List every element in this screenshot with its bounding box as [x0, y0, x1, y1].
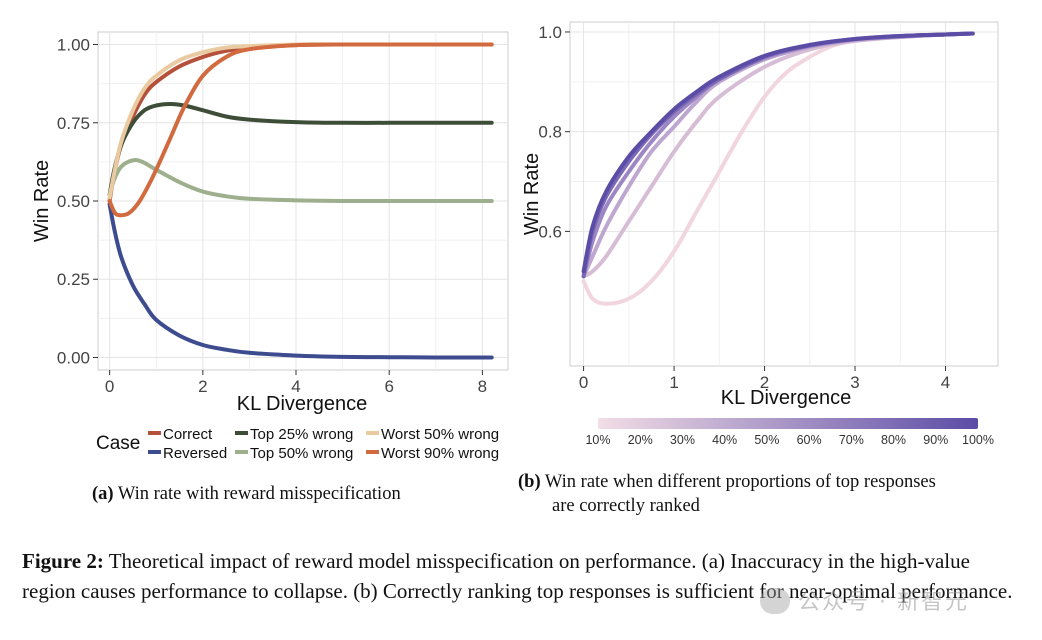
colorbar-labels: 10% 20% 30% 40% 50% 60% 70% 80% 90% 100% [585, 433, 994, 447]
panel-a-y-tick-label: 1.00 [57, 36, 90, 55]
legend-label-worst-90: Worst 90% wrong [381, 445, 499, 462]
colorbar-label: 70% [839, 433, 864, 447]
panel-b-x-tick-label: 1 [669, 373, 678, 392]
panel-a-x-tick-label: 6 [384, 377, 393, 396]
colorbar-label: 60% [797, 433, 822, 447]
panel-a-series-line-top-50-wrong [107, 157, 494, 204]
panel-b-x-tick-label: 2 [760, 373, 769, 392]
panel-b-series-line-100- [581, 31, 975, 274]
colorbar-label: 50% [754, 433, 779, 447]
subcaption-b-label: (b) [518, 472, 541, 492]
panel-b-gridlines [570, 22, 998, 366]
panel-b-y-tick-label: 0.6 [538, 222, 562, 241]
panel-b-x-tick-label: 3 [850, 373, 859, 392]
caption-label: Figure 2: [22, 549, 104, 573]
panel-a-y-tick-label: 0.75 [57, 114, 90, 133]
subcaption-a-label: (a) [92, 484, 114, 504]
watermark-text: 公众号 · 新智元 [798, 590, 969, 615]
panel-a-legend: Case Correct Reversed Top 25% wrong Top … [96, 426, 499, 462]
panel-a-y-tick-label: 0.50 [57, 192, 90, 211]
panel-a-x-axis-label: KL Divergence [237, 393, 367, 415]
subcaption-b-line1: Win rate when different proportions of t… [544, 472, 936, 492]
panel-a-y-axis-label: Win Rate [31, 160, 53, 242]
panel-b-chart: 0.6 0.8 1.0 0 1 2 3 4 KL Divergence Win Rate 1… [521, 21, 999, 447]
legend-label-top-25: Top 25% wrong [250, 426, 353, 443]
colorbar-label: 10% [585, 433, 610, 447]
panel-a-series [107, 42, 494, 360]
panel-a-series-line-top-25-wrong [107, 102, 494, 197]
panel-a-series-line-worst-90-wrong [107, 42, 494, 218]
panel-b-plot-area [569, 21, 999, 367]
panel-a-x-tick-label: 0 [105, 377, 114, 396]
panel-b-x-tick-label: 4 [941, 373, 950, 392]
panel-b-series [581, 31, 975, 306]
panel-b-y-tick-label: 1.0 [538, 23, 562, 42]
panel-b-x-ticks: 0 1 2 3 4 [579, 366, 950, 392]
colorbar-label: 100% [962, 433, 994, 447]
watermark: 公众号 · 新智元 [760, 584, 969, 616]
panel-a-y-ticks: 0.00 0.25 0.50 0.75 1.00 [57, 36, 98, 367]
panel-a-x-tick-label: 8 [478, 377, 487, 396]
panel-b-y-tick-label: 0.8 [538, 123, 562, 142]
legend-label-correct: Correct [163, 426, 213, 443]
panel-a-y-tick-label: 0.25 [57, 270, 90, 289]
legend-label-reversed: Reversed [163, 445, 227, 462]
colorbar-label: 40% [712, 433, 737, 447]
subcaption-b: (b) Win rate when different proportions … [518, 470, 1018, 518]
colorbar [598, 418, 978, 429]
wechat-icon [760, 588, 790, 614]
panel-a-x-tick-label: 4 [291, 377, 300, 396]
legend-label-top-50: Top 50% wrong [250, 445, 353, 462]
subcaption-b-line2: are correctly ranked [552, 496, 700, 516]
panel-a-x-tick-label: 2 [198, 377, 207, 396]
subcaption-a: (a) Win rate with reward misspecificatio… [92, 482, 401, 506]
panel-b-y-axis-label: Win Rate [521, 153, 543, 235]
legend-title: Case [96, 433, 140, 454]
colorbar-label: 30% [670, 433, 695, 447]
panel-b-y-ticks: 0.6 0.8 1.0 [538, 23, 570, 241]
subcaption-a-text: Win rate with reward misspecification [117, 484, 401, 504]
panel-a-x-ticks: 0 2 4 6 8 [105, 370, 487, 396]
colorbar-label: 90% [923, 433, 948, 447]
panel-a-series-line-reversed [107, 202, 494, 360]
colorbar-label: 20% [628, 433, 653, 447]
panel-b-x-tick-label: 0 [579, 373, 588, 392]
panel-b-x-axis-label: KL Divergence [721, 387, 851, 409]
panel-a-y-tick-label: 0.00 [57, 348, 90, 367]
legend-label-worst-50: Worst 50% wrong [381, 426, 499, 443]
figure-caption: Figure 2: Theoretical impact of reward m… [22, 546, 1022, 606]
colorbar-label: 80% [881, 433, 906, 447]
caption-text: Theoretical impact of reward model missp… [22, 549, 1013, 603]
panel-a-chart: 0.00 0.25 0.50 0.75 1.00 0 2 4 6 8 KL Divergence… [31, 31, 509, 462]
